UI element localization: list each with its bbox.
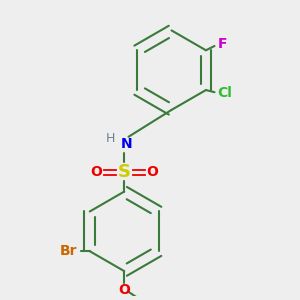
Text: O: O	[118, 284, 130, 298]
Text: H: H	[106, 132, 115, 146]
Text: O: O	[146, 165, 158, 179]
Text: Br: Br	[59, 244, 77, 258]
Text: F: F	[218, 37, 227, 51]
Text: S: S	[118, 163, 131, 181]
Text: O: O	[90, 165, 102, 179]
Text: Cl: Cl	[218, 86, 232, 100]
Text: N: N	[121, 137, 132, 151]
